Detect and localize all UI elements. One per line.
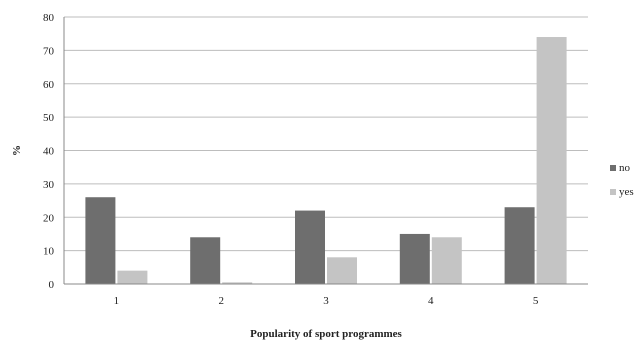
bar-no-1 <box>85 197 116 284</box>
y-tick-label: 0 <box>49 279 55 291</box>
y-axis-title: % <box>11 145 23 156</box>
bar-no-5 <box>504 207 535 284</box>
axes <box>63 17 588 285</box>
y-tick-label: 20 <box>43 212 55 224</box>
legend-swatch-yes <box>610 189 616 195</box>
x-tick-labels: 1 2 3 4 5 <box>114 295 539 307</box>
y-tick-label: 40 <box>43 146 55 158</box>
y-tick-labels: 0 10 20 30 40 50 60 70 80 <box>43 12 55 291</box>
y-tick-label: 80 <box>43 12 55 24</box>
y-tick-label: 60 <box>43 79 55 91</box>
y-tick-label: 50 <box>43 112 55 124</box>
legend: no yes <box>610 162 634 198</box>
bar-no-3 <box>295 210 325 284</box>
bar-yes-2 <box>222 282 253 284</box>
legend-label-yes: yes <box>619 186 634 198</box>
y-tick-label: 70 <box>43 45 55 57</box>
x-tick-label: 4 <box>428 295 434 307</box>
bars <box>85 37 567 285</box>
bar-no-4 <box>399 233 430 284</box>
bar-no-2 <box>190 237 221 284</box>
y-tick-label: 30 <box>43 179 55 191</box>
bar-yes-5 <box>536 37 567 285</box>
bar-yes-1 <box>117 270 148 284</box>
x-tick-label: 3 <box>323 295 329 307</box>
x-axis-title: Popularity of sport programmes <box>250 328 402 340</box>
x-tick-label: 1 <box>114 295 120 307</box>
gridlines <box>64 16 588 252</box>
y-tick-label: 10 <box>43 246 55 258</box>
legend-label-no: no <box>619 162 631 174</box>
bar-yes-3 <box>327 257 357 284</box>
x-tick-label: 2 <box>218 295 224 307</box>
bar-yes-4 <box>431 237 462 284</box>
x-tick-label: 5 <box>533 295 539 307</box>
legend-swatch-no <box>610 165 616 171</box>
